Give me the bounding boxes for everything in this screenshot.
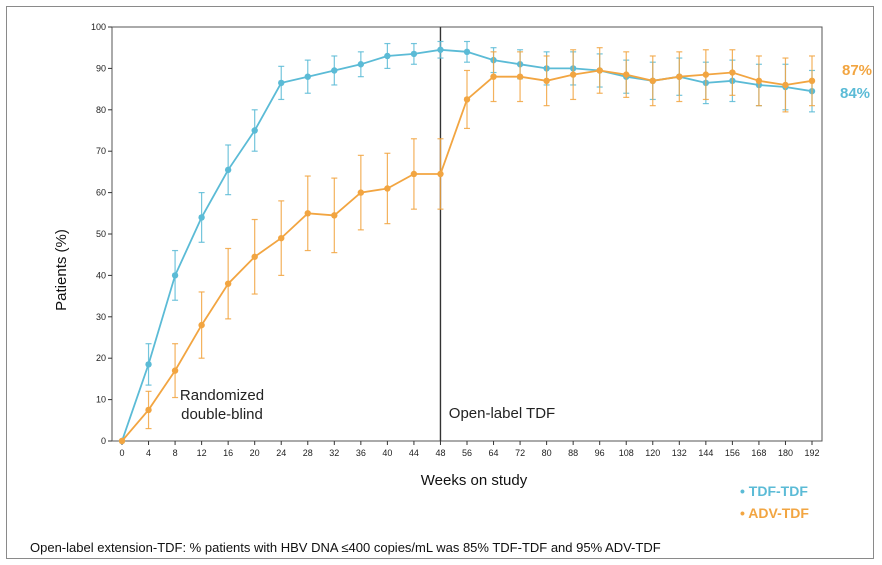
x-tick-label: 72 <box>515 448 525 458</box>
x-tick-label: 192 <box>804 448 819 458</box>
data-point-adv-tdf <box>596 67 603 74</box>
x-tick-label: 156 <box>725 448 740 458</box>
x-tick-label: 4 <box>146 448 151 458</box>
x-tick-label: 180 <box>778 448 793 458</box>
data-point-adv-tdf <box>729 69 736 76</box>
x-tick-label: 32 <box>329 448 339 458</box>
data-point-adv-tdf <box>676 73 683 80</box>
y-tick-label: 100 <box>91 22 106 32</box>
data-point-adv-tdf <box>808 77 816 85</box>
x-tick-label: 64 <box>489 448 499 458</box>
y-tick-label: 50 <box>96 229 106 239</box>
region-label-double-blind: double-blind <box>181 406 263 423</box>
x-tick-label: 168 <box>751 448 766 458</box>
x-tick-label: 88 <box>568 448 578 458</box>
legend-dot-icon: • <box>740 505 745 521</box>
x-tick-label: 12 <box>197 448 207 458</box>
data-point-adv-tdf <box>463 96 471 103</box>
x-axis-title: Weeks on study <box>421 472 528 489</box>
legend-dot-icon: • <box>740 483 745 499</box>
data-point-adv-tdf <box>198 321 205 329</box>
data-point-tdf-tdf <box>331 67 338 74</box>
y-tick-label: 80 <box>96 105 106 115</box>
x-tick-label: 16 <box>223 448 233 458</box>
x-tick-label: 48 <box>435 448 445 458</box>
y-tick-label: 30 <box>96 312 106 322</box>
legend-item-tdf-tdf: • TDF-TDF <box>740 483 808 499</box>
data-point-adv-tdf <box>118 437 126 445</box>
x-tick-label: 40 <box>382 448 392 458</box>
x-tick-label: 0 <box>119 448 124 458</box>
y-tick-label: 70 <box>96 146 106 156</box>
data-point-adv-tdf <box>623 71 630 78</box>
data-point-adv-tdf <box>224 280 232 287</box>
x-tick-label: 28 <box>303 448 313 458</box>
data-point-tdf-tdf <box>304 73 311 80</box>
x-tick-label: 120 <box>645 448 660 458</box>
x-tick-label: 132 <box>672 448 687 458</box>
y-tick-label: 90 <box>96 63 106 73</box>
series-end-label-adv-tdf: 87% <box>842 62 872 79</box>
y-tick-label: 40 <box>96 270 106 280</box>
data-point-tdf-tdf <box>437 46 444 53</box>
data-point-adv-tdf <box>410 170 418 178</box>
data-point-adv-tdf <box>702 71 710 78</box>
footnote: Open-label extension-TDF: % patients wit… <box>30 540 661 555</box>
x-tick-label: 80 <box>542 448 552 458</box>
data-point-tdf-tdf <box>224 166 232 174</box>
data-point-adv-tdf <box>278 234 285 242</box>
y-tick-label: 20 <box>96 353 106 363</box>
data-point-adv-tdf <box>569 71 577 78</box>
data-point-adv-tdf <box>304 210 311 217</box>
region-label-randomized: Randomized <box>180 387 264 404</box>
y-tick-label: 10 <box>96 395 106 405</box>
series-end-label-tdf-tdf: 84% <box>840 85 870 102</box>
region-label-open-label: Open-label TDF <box>449 405 555 422</box>
data-point-tdf-tdf <box>251 127 258 134</box>
x-tick-label: 24 <box>276 448 286 458</box>
y-axis-title: Patients (%) <box>53 229 70 311</box>
data-point-adv-tdf <box>782 81 789 89</box>
data-point-adv-tdf <box>543 77 550 85</box>
data-point-tdf-tdf <box>357 61 365 68</box>
data-point-adv-tdf <box>437 170 444 178</box>
legend-item-adv-tdf: • ADV-TDF <box>740 505 809 521</box>
x-tick-label: 96 <box>595 448 605 458</box>
legend-label: ADV-TDF <box>748 505 809 521</box>
data-point-adv-tdf <box>145 406 152 414</box>
data-point-tdf-tdf <box>463 48 471 56</box>
x-tick-label: 108 <box>619 448 634 458</box>
y-tick-label: 0 <box>101 436 106 446</box>
x-tick-label: 20 <box>250 448 260 458</box>
data-point-adv-tdf <box>384 185 391 192</box>
data-point-tdf-tdf <box>384 52 391 60</box>
data-point-tdf-tdf <box>171 272 179 279</box>
y-tick-label: 60 <box>96 188 106 198</box>
x-tick-label: 144 <box>698 448 713 458</box>
data-point-tdf-tdf <box>198 214 205 221</box>
x-tick-label: 8 <box>173 448 178 458</box>
data-point-adv-tdf <box>490 73 497 80</box>
legend-label: TDF-TDF <box>748 483 808 499</box>
data-point-adv-tdf <box>171 367 179 374</box>
data-point-adv-tdf <box>331 212 338 219</box>
x-tick-label: 36 <box>356 448 366 458</box>
data-point-adv-tdf <box>357 189 365 196</box>
data-point-adv-tdf <box>516 73 524 80</box>
x-tick-label: 44 <box>409 448 419 458</box>
data-point-adv-tdf <box>649 77 656 85</box>
data-point-tdf-tdf <box>278 79 285 87</box>
x-tick-label: 56 <box>462 448 472 458</box>
data-point-adv-tdf <box>251 253 258 260</box>
data-point-tdf-tdf <box>145 361 152 368</box>
data-point-tdf-tdf <box>410 50 418 58</box>
data-point-adv-tdf <box>755 77 763 85</box>
